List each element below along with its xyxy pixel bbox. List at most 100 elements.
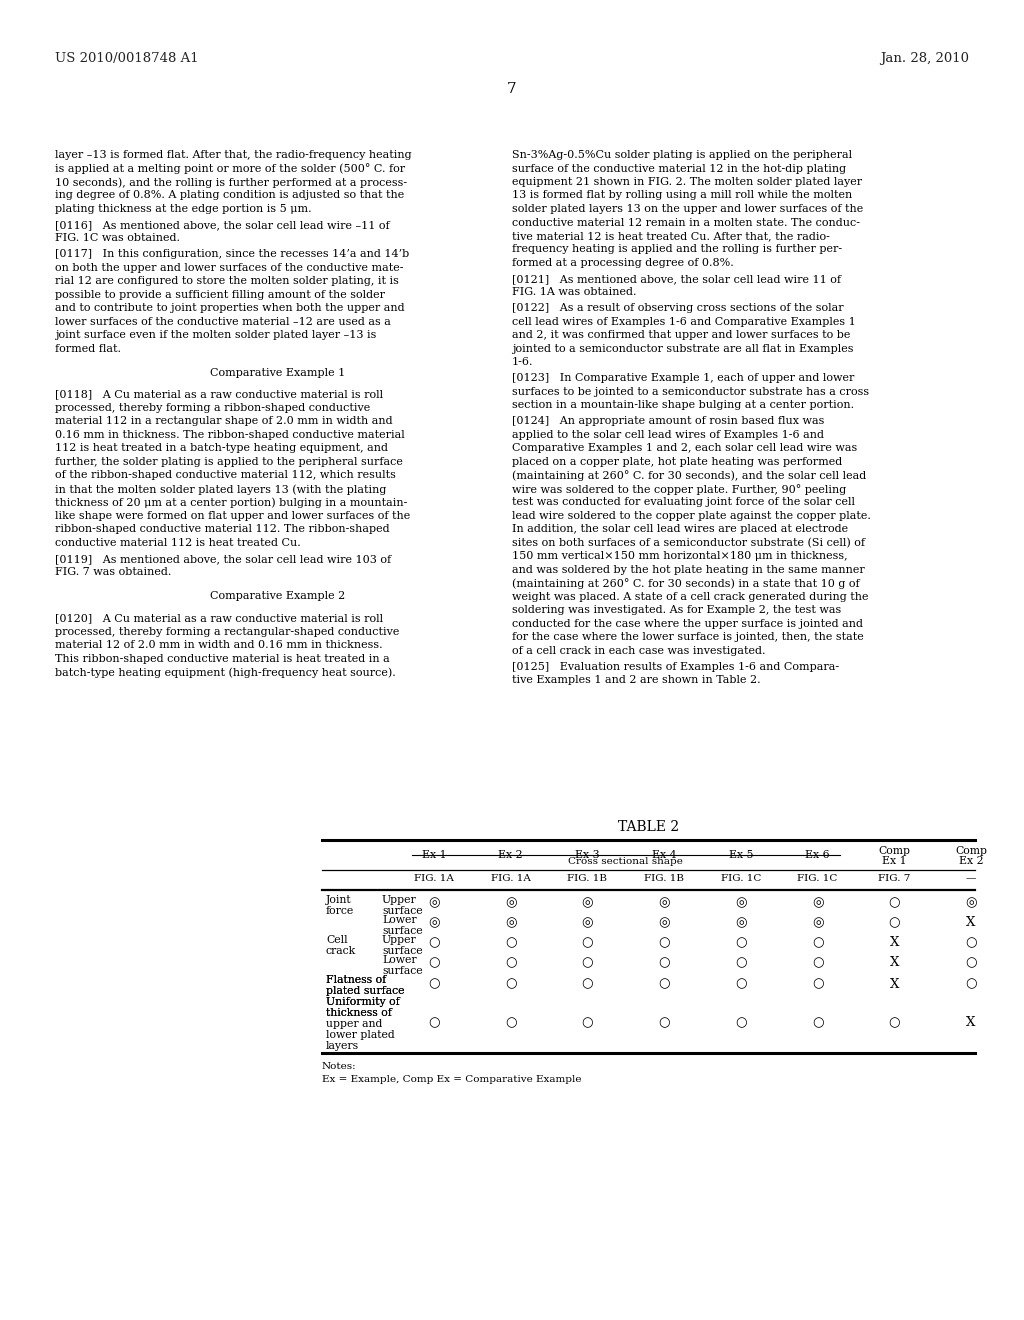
Text: 150 mm vertical×150 mm horizontal×180 μm in thickness,: 150 mm vertical×150 mm horizontal×180 μm… [512, 552, 848, 561]
Text: [0125]   Evaluation results of Examples 1-6 and Compara-: [0125] Evaluation results of Examples 1-… [512, 661, 839, 672]
Text: sites on both surfaces of a semiconductor substrate (Si cell) of: sites on both surfaces of a semiconducto… [512, 537, 865, 548]
Text: ◎: ◎ [812, 916, 823, 929]
Text: ○: ○ [505, 936, 516, 949]
Text: surface: surface [382, 946, 423, 956]
Text: Flatness of: Flatness of [326, 975, 386, 985]
Text: 13 is formed flat by rolling using a mill roll while the molten: 13 is formed flat by rolling using a mil… [512, 190, 852, 201]
Text: formed at a processing degree of 0.8%.: formed at a processing degree of 0.8%. [512, 257, 734, 268]
Text: rial 12 are configured to store the molten solder plating, it is: rial 12 are configured to store the molt… [55, 276, 399, 286]
Text: [0122]   As a result of observing cross sections of the solar: [0122] As a result of observing cross se… [512, 304, 844, 313]
Text: Lower: Lower [382, 954, 417, 965]
Text: on both the upper and lower surfaces of the conductive mate-: on both the upper and lower surfaces of … [55, 263, 403, 273]
Text: thickness of 20 μm at a center portion) bulging in a mountain-: thickness of 20 μm at a center portion) … [55, 498, 408, 508]
Text: Ex 1: Ex 1 [882, 855, 906, 866]
Text: ○: ○ [812, 978, 823, 990]
Text: plating thickness at the edge portion is 5 μm.: plating thickness at the edge portion is… [55, 205, 311, 214]
Text: tive Examples 1 and 2 are shown in Table 2.: tive Examples 1 and 2 are shown in Table… [512, 675, 761, 685]
Text: cell lead wires of Examples 1-6 and Comparative Examples 1: cell lead wires of Examples 1-6 and Comp… [512, 317, 856, 327]
Text: ○: ○ [889, 916, 900, 929]
Text: ◎: ◎ [966, 896, 977, 909]
Text: ○: ○ [582, 936, 593, 949]
Text: Ex 5: Ex 5 [729, 850, 753, 861]
Text: 7: 7 [507, 82, 517, 96]
Text: ◎: ◎ [505, 896, 516, 909]
Text: ○: ○ [889, 896, 900, 909]
Text: Uniformity of: Uniformity of [326, 997, 399, 1007]
Text: FIG. 1C: FIG. 1C [798, 874, 838, 883]
Text: ○: ○ [658, 936, 670, 949]
Text: ◎: ◎ [428, 896, 439, 909]
Text: Cell: Cell [326, 935, 347, 945]
Text: conducted for the case where the upper surface is jointed and: conducted for the case where the upper s… [512, 619, 863, 628]
Text: ○: ○ [812, 1016, 823, 1030]
Text: ◎: ◎ [812, 896, 823, 909]
Text: tive material 12 is heat treated Cu. After that, the radio-: tive material 12 is heat treated Cu. Aft… [512, 231, 829, 242]
Text: [0120]   A Cu material as a raw conductive material is roll: [0120] A Cu material as a raw conductive… [55, 612, 383, 623]
Text: Ex = Example, Comp Ex = Comparative Example: Ex = Example, Comp Ex = Comparative Exam… [322, 1074, 582, 1084]
Text: conductive material 12 remain in a molten state. The conduc-: conductive material 12 remain in a molte… [512, 218, 860, 227]
Text: ○: ○ [428, 957, 439, 969]
Text: Comparative Examples 1 and 2, each solar cell lead wire was: Comparative Examples 1 and 2, each solar… [512, 444, 857, 453]
Text: solder plated layers 13 on the upper and lower surfaces of the: solder plated layers 13 on the upper and… [512, 205, 863, 214]
Text: further, the solder plating is applied to the peripheral surface: further, the solder plating is applied t… [55, 457, 402, 467]
Text: Notes:: Notes: [322, 1063, 356, 1071]
Text: weight was placed. A state of a cell crack generated during the: weight was placed. A state of a cell cra… [512, 591, 868, 602]
Text: of a cell crack in each case was investigated.: of a cell crack in each case was investi… [512, 645, 766, 656]
Text: Joint: Joint [326, 895, 351, 906]
Text: ◎: ◎ [658, 916, 670, 929]
Text: of the ribbon-shaped conductive material 112, which results: of the ribbon-shaped conductive material… [55, 470, 396, 480]
Text: FIG. 7 was obtained.: FIG. 7 was obtained. [55, 568, 171, 577]
Text: possible to provide a sufficient filling amount of the solder: possible to provide a sufficient filling… [55, 290, 385, 300]
Text: This ribbon-shaped conductive material is heat treated in a: This ribbon-shaped conductive material i… [55, 653, 390, 664]
Text: [0117]   In this configuration, since the recesses 14’a and 14’b: [0117] In this configuration, since the … [55, 249, 410, 259]
Text: Flatness of: Flatness of [326, 975, 386, 985]
Text: ○: ○ [812, 957, 823, 969]
Text: (maintaining at 260° C. for 30 seconds), and the solar cell lead: (maintaining at 260° C. for 30 seconds),… [512, 470, 866, 480]
Text: In addition, the solar cell lead wires are placed at electrode: In addition, the solar cell lead wires a… [512, 524, 848, 535]
Text: material 12 of 2.0 mm in width and 0.16 mm in thickness.: material 12 of 2.0 mm in width and 0.16 … [55, 640, 383, 649]
Text: FIG. 1B: FIG. 1B [644, 874, 684, 883]
Text: [0118]   A Cu material as a raw conductive material is roll: [0118] A Cu material as a raw conductive… [55, 389, 383, 400]
Text: equipment 21 shown in FIG. 2. The molten solder plated layer: equipment 21 shown in FIG. 2. The molten… [512, 177, 862, 187]
Text: frequency heating is applied and the rolling is further per-: frequency heating is applied and the rol… [512, 244, 842, 255]
Text: Ex 2: Ex 2 [499, 850, 523, 861]
Text: section in a mountain-like shape bulging at a center portion.: section in a mountain-like shape bulging… [512, 400, 854, 411]
Text: ing degree of 0.8%. A plating condition is adjusted so that the: ing degree of 0.8%. A plating condition … [55, 190, 404, 201]
Text: ○: ○ [428, 1016, 439, 1030]
Text: surface: surface [382, 906, 423, 916]
Text: FIG. 1A was obtained.: FIG. 1A was obtained. [512, 288, 637, 297]
Text: ◎: ◎ [582, 916, 593, 929]
Text: conductive material 112 is heat treated Cu.: conductive material 112 is heat treated … [55, 539, 301, 548]
Text: crack: crack [326, 946, 356, 956]
Text: ◎: ◎ [735, 896, 746, 909]
Text: [0121]   As mentioned above, the solar cell lead wire 11 of: [0121] As mentioned above, the solar cel… [512, 275, 841, 284]
Text: and 2, it was confirmed that upper and lower surfaces to be: and 2, it was confirmed that upper and l… [512, 330, 850, 341]
Text: Sn-3%Ag-0.5%Cu solder plating is applied on the peripheral: Sn-3%Ag-0.5%Cu solder plating is applied… [512, 150, 852, 160]
Text: ○: ○ [658, 957, 670, 969]
Text: and to contribute to joint properties when both the upper and: and to contribute to joint properties wh… [55, 304, 404, 313]
Text: ○: ○ [812, 936, 823, 949]
Text: X: X [967, 916, 976, 929]
Text: lower plated: lower plated [326, 1030, 394, 1040]
Text: ○: ○ [505, 1016, 516, 1030]
Text: in that the molten solder plated layers 13 (with the plating: in that the molten solder plated layers … [55, 484, 386, 495]
Text: ○: ○ [582, 957, 593, 969]
Text: Comp: Comp [879, 846, 910, 855]
Text: Ex 3: Ex 3 [575, 850, 600, 861]
Text: ◎: ◎ [658, 896, 670, 909]
Text: ○: ○ [966, 978, 977, 990]
Text: and was soldered by the hot plate heating in the same manner: and was soldered by the hot plate heatin… [512, 565, 864, 574]
Text: formed flat.: formed flat. [55, 345, 121, 354]
Text: ○: ○ [582, 978, 593, 990]
Text: ribbon-shaped conductive material 112. The ribbon-shaped: ribbon-shaped conductive material 112. T… [55, 524, 389, 535]
Text: ○: ○ [428, 978, 439, 990]
Text: ○: ○ [582, 1016, 593, 1030]
Text: FIG. 1A: FIG. 1A [490, 874, 530, 883]
Text: test was conducted for evaluating joint force of the solar cell: test was conducted for evaluating joint … [512, 498, 855, 507]
Text: plated surface: plated surface [326, 986, 404, 997]
Text: layer –13 is formed flat. After that, the radio-frequency heating: layer –13 is formed flat. After that, th… [55, 150, 412, 160]
Text: lower surfaces of the conductive material –12 are used as a: lower surfaces of the conductive materia… [55, 317, 391, 327]
Text: applied to the solar cell lead wires of Examples 1-6 and: applied to the solar cell lead wires of … [512, 430, 824, 440]
Text: FIG. 1C was obtained.: FIG. 1C was obtained. [55, 234, 180, 243]
Text: FIG. 1B: FIG. 1B [567, 874, 607, 883]
